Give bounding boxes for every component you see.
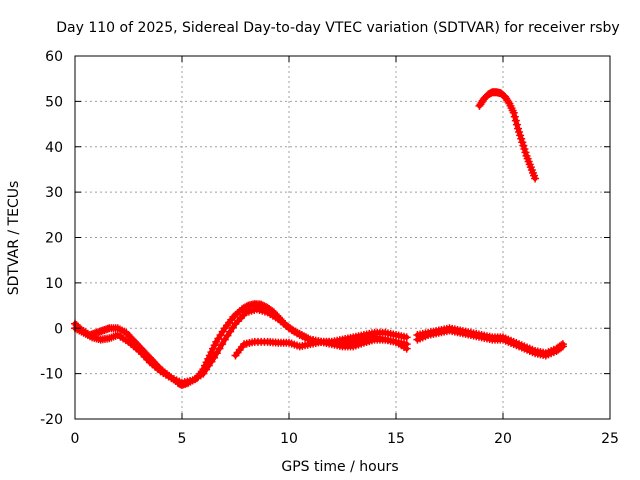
y-tick-label: 20 bbox=[45, 231, 63, 247]
x-axis-label: GPS time / hours bbox=[281, 459, 398, 475]
data-point-marker bbox=[557, 341, 566, 350]
data-point-marker bbox=[511, 116, 520, 125]
data-point-marker bbox=[210, 353, 219, 362]
data-point-marker bbox=[509, 108, 518, 117]
data-point-marker bbox=[212, 349, 221, 358]
series-markers-trace-c bbox=[231, 335, 411, 360]
series-markers-trace-f bbox=[475, 88, 540, 183]
data-point-marker bbox=[510, 112, 519, 121]
y-tick-label: 10 bbox=[45, 276, 63, 292]
x-tick-label: 25 bbox=[601, 431, 619, 447]
y-tick-label: -20 bbox=[40, 412, 63, 428]
series-markers-trace-e bbox=[413, 324, 567, 358]
y-tick-label: -10 bbox=[40, 367, 63, 383]
data-point-marker bbox=[402, 333, 411, 342]
data-point-marker bbox=[558, 340, 567, 349]
x-tick-label: 10 bbox=[280, 431, 298, 447]
data-point-marker bbox=[215, 344, 224, 353]
data-point-marker bbox=[531, 174, 540, 183]
x-tick-label: 20 bbox=[494, 431, 512, 447]
tick-layer: 0 5 10 15 20 25 -20 -10 0 10 20 30 40 50 60 bbox=[40, 49, 619, 447]
data-point-marker bbox=[402, 344, 411, 353]
y-tick-label: 0 bbox=[54, 321, 63, 337]
y-tick-label: 50 bbox=[45, 94, 63, 110]
x-tick-label: 5 bbox=[178, 431, 187, 447]
x-tick-label: 15 bbox=[387, 431, 405, 447]
y-axis-label: SDTVAR / TECUs bbox=[6, 181, 22, 296]
data-point-marker bbox=[512, 120, 521, 129]
grid-layer bbox=[75, 56, 610, 419]
x-tick-label: 0 bbox=[71, 431, 80, 447]
series-layer bbox=[71, 88, 567, 389]
y-tick-label: 40 bbox=[45, 140, 63, 156]
y-tick-label: 60 bbox=[45, 49, 63, 65]
y-tick-label: 30 bbox=[45, 185, 63, 201]
series-markers-trace-b bbox=[71, 305, 411, 387]
chart-title: Day 110 of 2025, Sidereal Day-to-day VTE… bbox=[56, 20, 619, 36]
data-point-marker bbox=[218, 340, 227, 349]
